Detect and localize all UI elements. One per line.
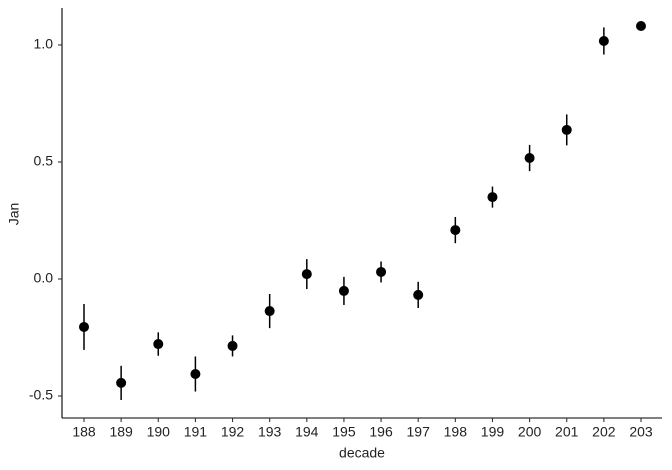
y-tick-label: 1.0 (34, 36, 54, 52)
point (227, 340, 238, 351)
point (264, 306, 275, 317)
y-tick-label: -0.5 (29, 387, 53, 403)
y-axis-title: Jan (6, 203, 22, 226)
x-tick-label: 188 (72, 424, 96, 440)
x-tick-label: 194 (295, 424, 319, 440)
x-axis-title: decade (339, 445, 385, 461)
y-tick-label: 0.0 (34, 270, 54, 286)
x-tick-label: 203 (629, 424, 653, 440)
point (301, 269, 312, 280)
x-tick-label: 191 (184, 424, 208, 440)
point (450, 225, 461, 236)
point (487, 192, 498, 203)
point (79, 321, 89, 332)
x-tick-label: 200 (518, 424, 542, 440)
point (153, 339, 164, 350)
point (376, 266, 387, 277)
point (338, 285, 349, 296)
x-tick-label: 197 (407, 424, 431, 440)
x-tick-label: 189 (109, 424, 133, 440)
x-tick-label: 190 (147, 424, 171, 440)
y-tick-label: 0.5 (34, 153, 54, 169)
point (561, 124, 572, 135)
point (413, 289, 424, 300)
x-tick-label: 202 (592, 424, 616, 440)
x-tick-label: 193 (258, 424, 282, 440)
x-tick-label: 201 (555, 424, 579, 440)
x-tick-label: 198 (444, 424, 468, 440)
point (598, 35, 609, 46)
x-tick-label: 192 (221, 424, 245, 440)
point (636, 21, 646, 32)
point (116, 377, 127, 388)
x-tick-label: 199 (481, 424, 505, 440)
x-tick-label: 196 (369, 424, 393, 440)
point (524, 153, 535, 164)
x-tick-label: 195 (332, 424, 356, 440)
point (190, 369, 201, 380)
